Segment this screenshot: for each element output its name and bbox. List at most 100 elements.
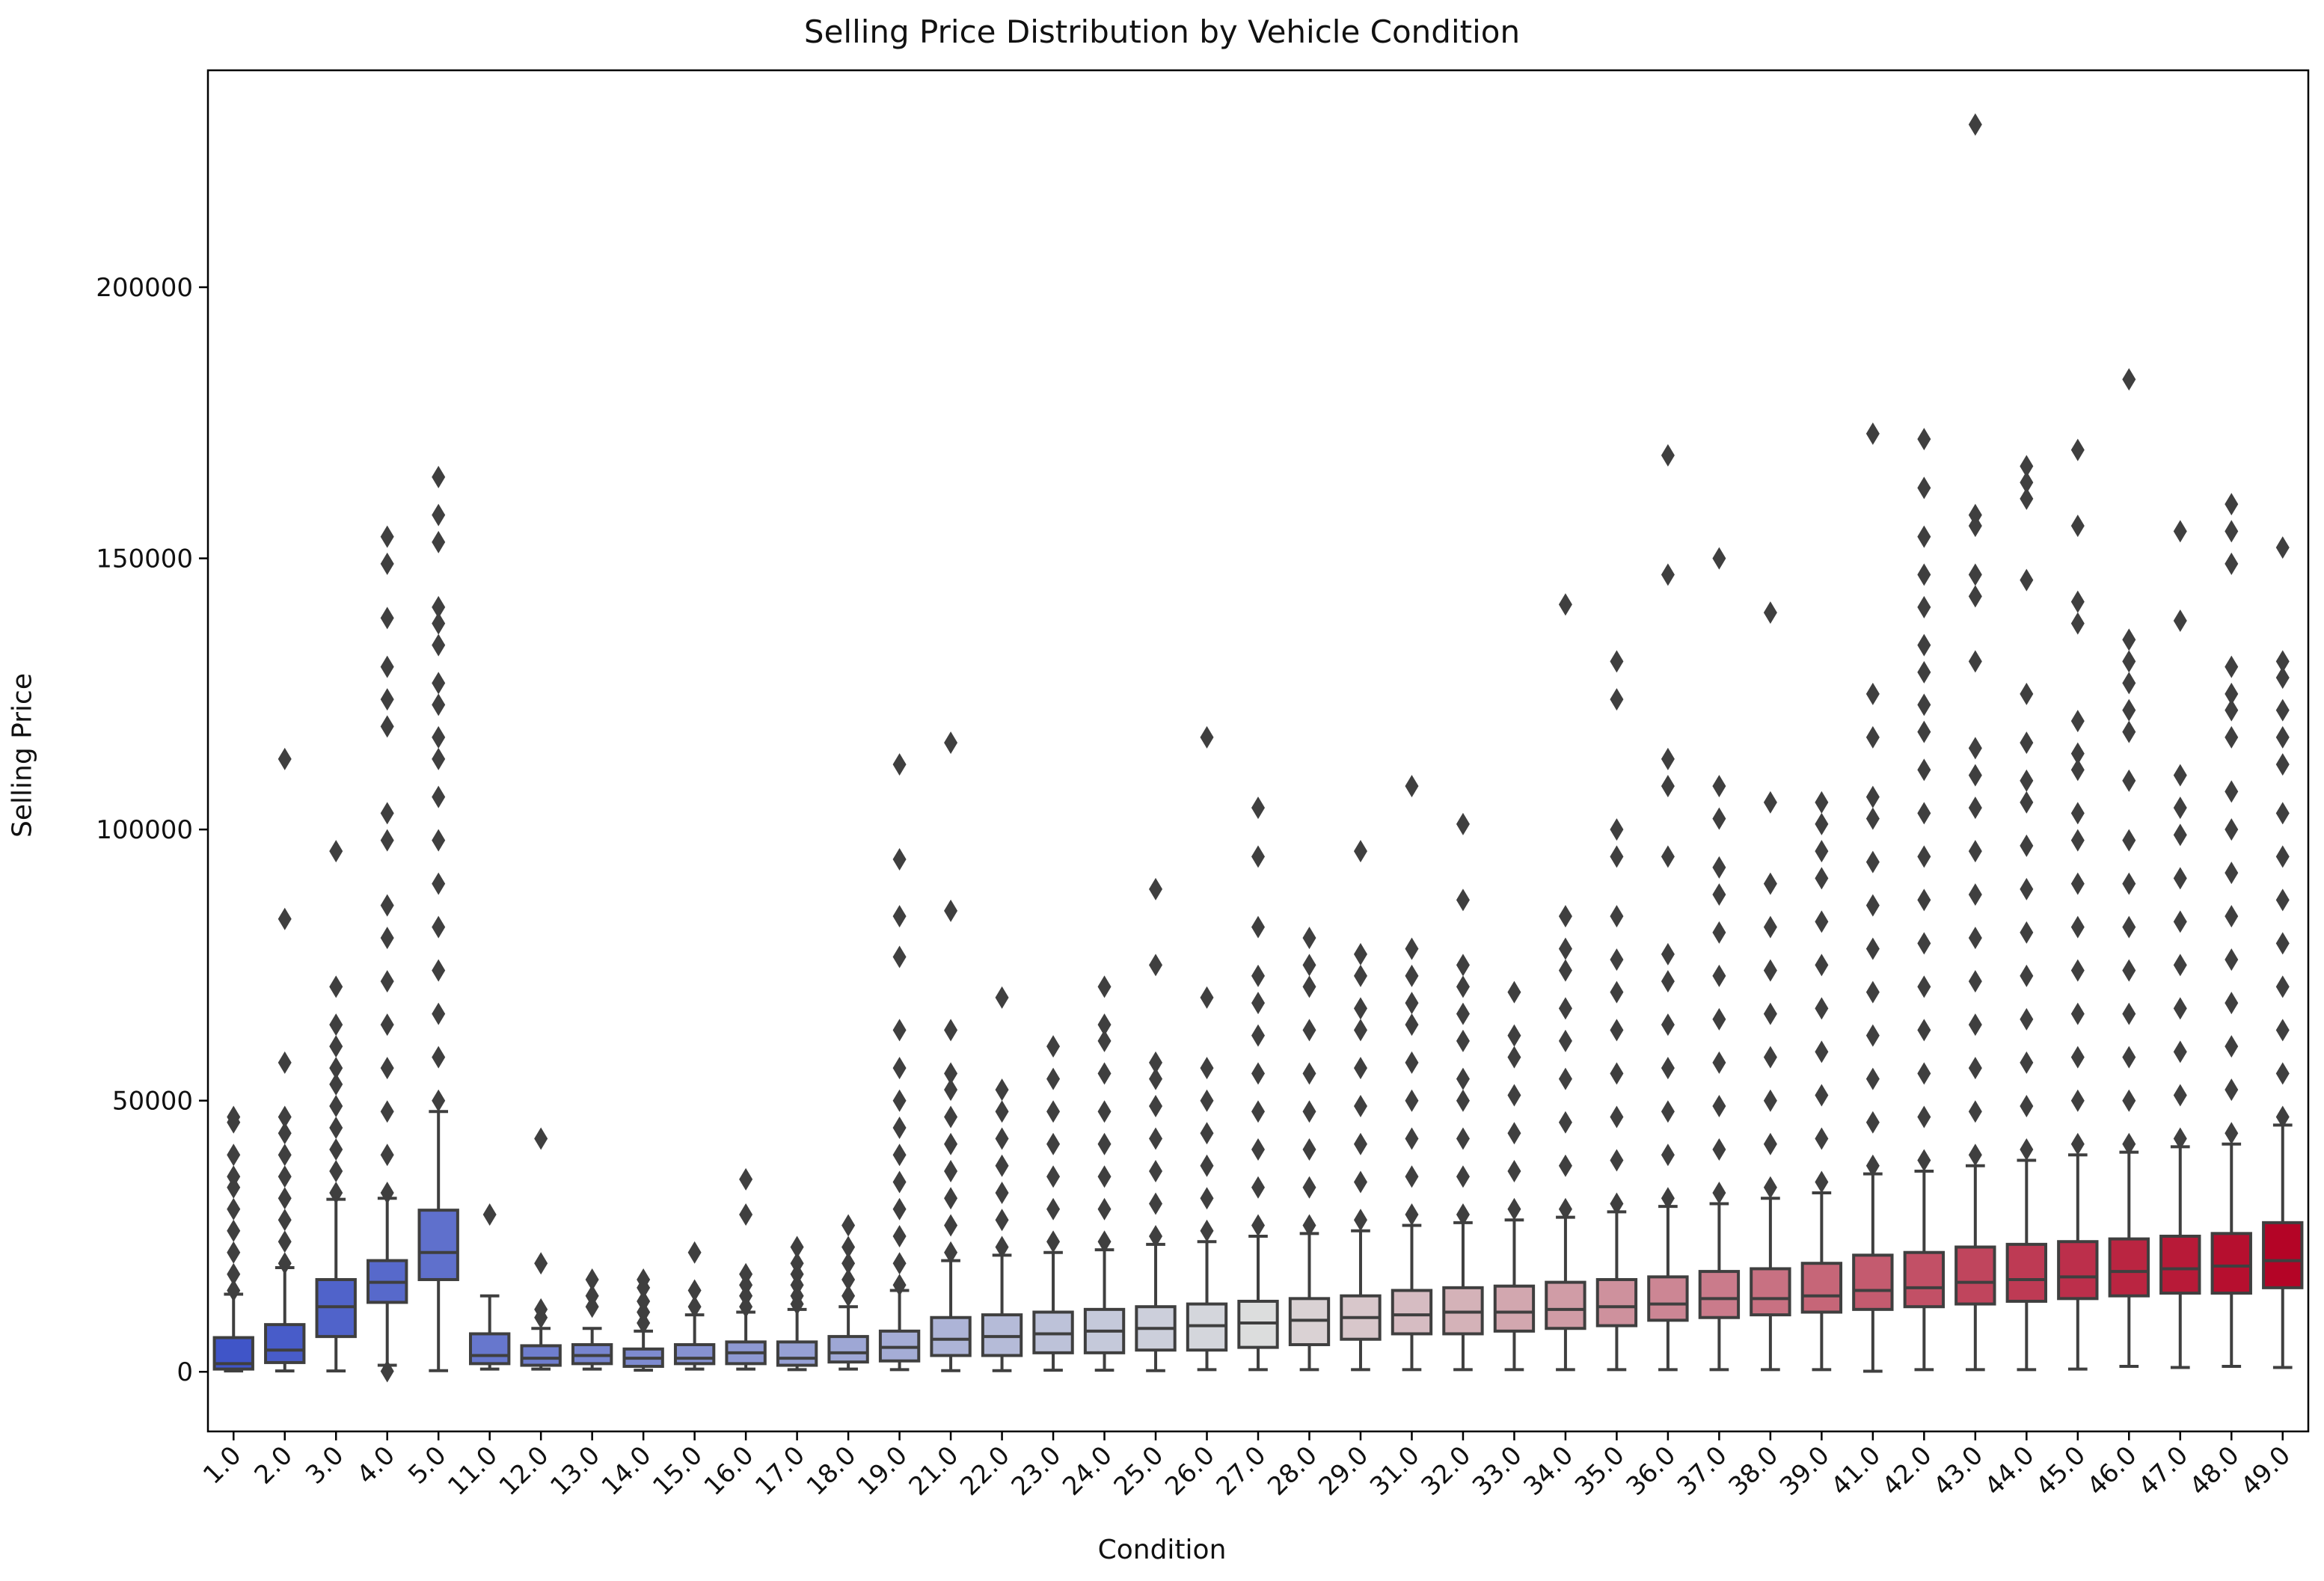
x-tick-label: 43.0 <box>1928 1440 1989 1502</box>
box-iqr <box>2057 1240 2099 1301</box>
outlier-point <box>2020 921 2034 944</box>
outlier-point <box>2225 948 2239 971</box>
box-group <box>1698 547 1741 1372</box>
outlier-point <box>1610 948 1624 971</box>
outlier-point <box>944 1062 958 1085</box>
outlier-point <box>1302 1214 1316 1237</box>
outlier-point <box>1456 954 1470 977</box>
outlier-point <box>2173 867 2187 890</box>
outlier-point <box>2225 520 2239 543</box>
outlier-point <box>2225 1078 2239 1102</box>
outlier-point <box>432 785 446 808</box>
outlier-point <box>380 894 394 917</box>
outlier-point <box>1865 1024 1880 1047</box>
y-tick-label: 200000 <box>96 273 193 303</box>
box-group <box>1032 1035 1074 1372</box>
outlier-point <box>739 1262 753 1286</box>
outlier-point <box>2275 666 2290 690</box>
x-tick-label: 1.0 <box>197 1440 248 1491</box>
x-tick-label: 26.0 <box>1159 1440 1221 1502</box>
outlier-point <box>944 1241 958 1264</box>
outlier-point <box>1405 1051 1419 1074</box>
outlier-point <box>1712 1138 1726 1161</box>
outlier-point <box>1097 975 1112 998</box>
outlier-point <box>1917 660 1931 684</box>
box-iqr <box>1954 1245 1996 1306</box>
outlier-point <box>534 1127 548 1150</box>
x-tick-label: 14.0 <box>596 1440 657 1502</box>
outlier-point <box>1097 1165 1112 1188</box>
outlier-point <box>1763 959 1777 982</box>
outlier-point <box>1917 802 1931 825</box>
box-iqr <box>264 1323 306 1364</box>
outlier-point <box>1661 1057 1675 1080</box>
outlier-point <box>1405 937 1419 960</box>
outlier-point <box>1558 937 1572 960</box>
outlier-point <box>1661 1143 1675 1167</box>
outlier-point <box>1200 986 1214 1009</box>
outlier-point <box>2070 1132 2085 1155</box>
outlier-point <box>1763 1176 1777 1199</box>
outlier-point <box>1046 1067 1061 1090</box>
outlier-point <box>2173 1084 2187 1107</box>
outlier-point <box>1815 1084 1829 1107</box>
outlier-point <box>2122 720 2136 743</box>
outlier-point <box>432 612 446 635</box>
x-tick-label: 21.0 <box>904 1440 965 1502</box>
outlier-point <box>1763 790 1777 814</box>
outlier-point <box>1815 1040 1829 1063</box>
outlier-point <box>892 848 907 871</box>
outlier-point <box>1610 1062 1624 1085</box>
x-tick-label: 35.0 <box>1569 1440 1631 1502</box>
box-group <box>1391 775 1433 1372</box>
y-tick-label: 50000 <box>112 1087 193 1117</box>
box-group <box>622 1268 664 1372</box>
outlier-point <box>1507 1084 1521 1107</box>
outlier-point <box>892 905 907 928</box>
outlier-point <box>892 1019 907 1042</box>
outlier-point <box>1763 601 1777 624</box>
outlier-point <box>944 1187 958 1210</box>
outlier-point <box>1302 1138 1316 1161</box>
outlier-point <box>1815 997 1829 1020</box>
box-group <box>520 1127 562 1371</box>
outlier-point <box>841 1252 856 1275</box>
outlier-point <box>2122 829 2136 852</box>
outlier-point <box>1865 785 1880 808</box>
outlier-point <box>2020 568 2034 592</box>
outlier-point <box>1558 1197 1572 1221</box>
outlier-point <box>278 907 292 930</box>
outlier-point <box>1046 1230 1061 1253</box>
outlier-point <box>1405 992 1419 1015</box>
outlier-point <box>1763 872 1777 895</box>
box-group <box>776 1235 818 1372</box>
outlier-point <box>2070 742 2085 765</box>
outlier-point <box>1865 894 1880 917</box>
box-group <box>417 465 459 1372</box>
outlier-point <box>1251 1214 1265 1237</box>
outlier-point <box>1968 1057 1982 1080</box>
outlier-point <box>995 1209 1009 1232</box>
outlier-point <box>2122 368 2136 391</box>
x-tick-label: 11.0 <box>442 1440 503 1502</box>
outlier-point <box>1865 422 1880 445</box>
box-group <box>571 1268 613 1371</box>
outlier-point <box>1815 840 1829 863</box>
outlier-point <box>1200 1187 1214 1210</box>
outlier-point <box>2173 520 2187 543</box>
outlier-point <box>892 1224 907 1247</box>
outlier-point <box>2020 1138 2034 1161</box>
outlier-point <box>1149 877 1163 900</box>
box-group <box>1545 593 1586 1372</box>
outlier-point <box>1046 1100 1061 1123</box>
outlier-point <box>1661 443 1675 467</box>
outlier-point <box>1251 1138 1265 1161</box>
outlier-point <box>2275 699 2290 722</box>
outlier-point <box>2173 954 2187 977</box>
outlier-point <box>2225 905 2239 928</box>
outlier-point <box>1251 1024 1265 1047</box>
outlier-point <box>329 975 343 998</box>
outlier-point <box>380 525 394 548</box>
box-group <box>1852 422 1894 1373</box>
outlier-point <box>790 1235 804 1259</box>
